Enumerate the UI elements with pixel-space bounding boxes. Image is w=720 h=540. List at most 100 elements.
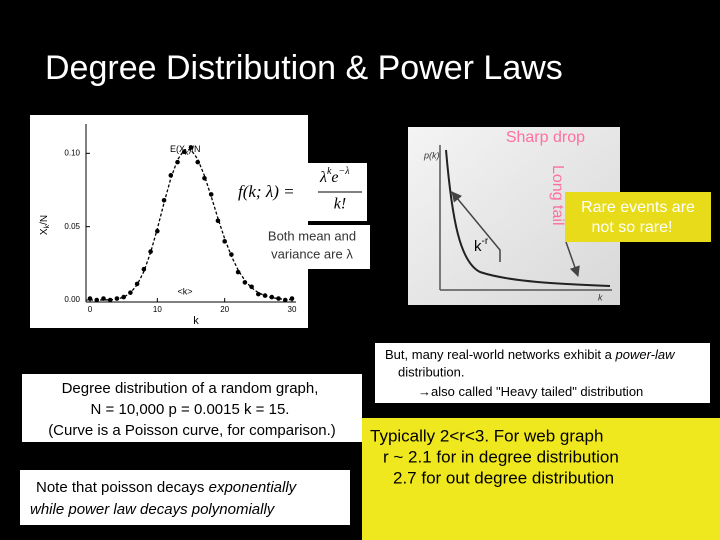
text-part: Note that poisson decays <box>36 479 209 496</box>
data-point <box>181 149 187 155</box>
data-point <box>229 252 234 257</box>
formula-part: k <box>327 166 332 177</box>
data-point <box>114 296 120 301</box>
data-point <box>276 296 281 301</box>
data-point <box>188 145 194 150</box>
data-point <box>101 296 106 301</box>
caption-line: Degree distribution of a random graph, <box>62 380 319 397</box>
rare-events-box <box>565 192 711 242</box>
data-point <box>202 175 207 181</box>
formula-denominator: k! <box>334 196 346 213</box>
real-world-text: distribution. <box>398 364 464 379</box>
text-part: while power law decays <box>30 501 192 518</box>
typical-line: r ~ 2.1 for in degree distribution <box>383 447 619 466</box>
rare-events-text: not so rare! <box>592 219 673 236</box>
data-point <box>215 218 221 224</box>
label-part: k <box>185 150 189 157</box>
real-world-text: But, many real-world networks exhibit a … <box>385 347 676 362</box>
data-point <box>94 297 100 303</box>
data-point <box>195 159 201 165</box>
typical-line: 2.7 for out degree distribution <box>393 468 614 487</box>
text-part: also called "Heavy tailed" distribution <box>431 384 643 399</box>
label-part: X <box>39 228 50 235</box>
data-point <box>269 294 275 300</box>
label-part: /N <box>39 215 50 225</box>
data-point <box>168 173 174 178</box>
y-axis-label: Xk/N <box>39 215 51 235</box>
sharp-drop-label: Sharp drop <box>506 129 585 146</box>
slide-title: Degree Distribution & Power Laws <box>45 49 563 87</box>
note-box <box>20 470 350 525</box>
data-point <box>256 291 261 297</box>
typical-box <box>362 418 720 540</box>
data-point <box>121 294 126 300</box>
note-box <box>250 225 370 269</box>
data-point <box>134 281 140 287</box>
formula-numerator: λke−λ <box>319 166 350 185</box>
y-tick-label: 0.05 <box>64 222 80 231</box>
data-point <box>128 290 133 295</box>
data-point <box>87 296 93 301</box>
text-part: polynomially <box>191 501 276 518</box>
data-point <box>161 197 167 203</box>
long-tail-label: Long tail <box>549 165 566 226</box>
exponent-label: k-r <box>474 236 489 255</box>
caption-box <box>22 374 362 442</box>
arrow <box>451 191 501 262</box>
rare-events-text: Rare events are <box>581 199 695 216</box>
data-point <box>155 228 160 234</box>
x-tick-label: 30 <box>288 305 297 314</box>
data-point <box>262 293 268 298</box>
data-point <box>141 266 147 272</box>
data-point <box>175 159 180 165</box>
x-tick-label: 10 <box>153 305 162 314</box>
data-point <box>282 297 288 303</box>
x-axis-label: k <box>193 315 199 327</box>
x-tick-label: 0 <box>88 305 93 314</box>
poisson-plot: 0 10 20 30 0.00 0.05 0.10 <box>64 124 297 314</box>
typical-line: Typically 2<r<3. For web graph <box>370 426 603 445</box>
data-point <box>107 297 113 303</box>
caption-line: N = 10,000 p = 0.0015 k = 15. <box>91 401 290 418</box>
label-part: E(X <box>170 144 185 154</box>
x-tick-label: 20 <box>220 305 229 314</box>
formula-part: λ <box>319 169 327 186</box>
label-part: k <box>474 238 482 255</box>
powerlaw-x-label: k <box>598 292 603 302</box>
mean-variance-note: Both mean and <box>268 228 356 243</box>
text-part: power-law <box>614 347 676 362</box>
text-part: → <box>418 384 431 399</box>
label-part: k <box>44 224 51 228</box>
text-box <box>375 343 710 403</box>
text-part: But, many real-world networks exhibit a <box>385 347 615 362</box>
y-tick-label: 0.10 <box>64 148 80 157</box>
data-point <box>208 192 214 197</box>
poisson-curve <box>90 149 293 301</box>
data-point <box>249 284 254 290</box>
mean-variance-note: variance are λ <box>271 246 353 261</box>
data-point <box>242 280 248 285</box>
label-part: )/N <box>189 144 201 154</box>
mean-marker: <k> <box>177 286 192 296</box>
data-point <box>235 269 241 275</box>
real-world-text: →also called "Heavy tailed" distribution <box>418 384 643 399</box>
data-point <box>148 249 153 254</box>
data-point <box>222 239 227 244</box>
note-line: Note that poisson decays exponentially <box>36 479 298 496</box>
formula-part: −λ <box>339 166 351 177</box>
y-tick-label: 0.00 <box>64 295 80 304</box>
caption-line: (Curve is a Poisson curve, for compariso… <box>48 422 336 439</box>
formula-part: e <box>331 169 338 186</box>
formula-lhs: f(k; λ) = <box>238 182 295 201</box>
arrow <box>565 241 580 277</box>
note-line: while power law decays polynomially <box>30 501 276 518</box>
top-label: E(Xk)/N <box>170 144 201 156</box>
label-part: -r <box>482 236 489 247</box>
data-point <box>289 296 295 301</box>
poisson-panel <box>30 115 308 328</box>
powerlaw-curve <box>445 149 611 287</box>
text-part: exponentially <box>209 479 298 496</box>
powerlaw-y-label: p(k) <box>423 150 440 160</box>
